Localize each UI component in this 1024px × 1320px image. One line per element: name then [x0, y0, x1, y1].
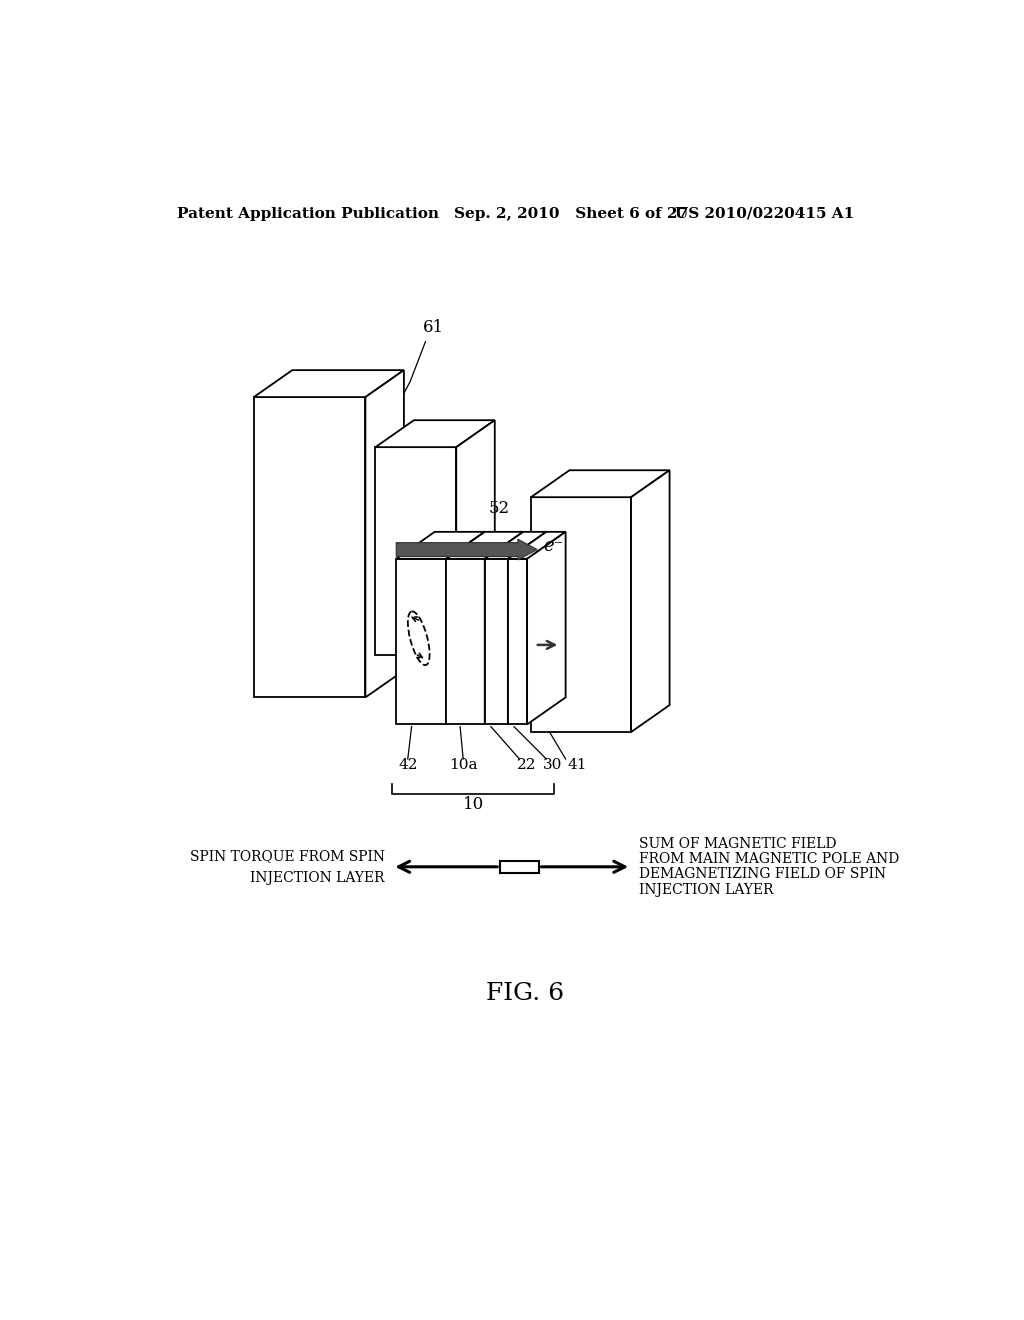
- Bar: [500, 861, 539, 873]
- Text: 30: 30: [543, 758, 562, 772]
- Polygon shape: [446, 532, 484, 725]
- Text: 42: 42: [398, 758, 418, 772]
- Polygon shape: [531, 470, 670, 498]
- Text: 61: 61: [423, 318, 444, 335]
- Text: INJECTION LAYER: INJECTION LAYER: [250, 871, 385, 884]
- Polygon shape: [484, 558, 508, 725]
- Text: DEMAGNETIZING FIELD OF SPIN: DEMAGNETIZING FIELD OF SPIN: [639, 867, 886, 882]
- Polygon shape: [508, 532, 547, 725]
- Polygon shape: [366, 370, 403, 697]
- FancyArrow shape: [396, 539, 538, 560]
- Text: 10: 10: [463, 796, 483, 813]
- Polygon shape: [396, 532, 484, 558]
- Polygon shape: [631, 470, 670, 733]
- Text: FIG. 6: FIG. 6: [485, 982, 564, 1006]
- Polygon shape: [484, 532, 523, 725]
- Polygon shape: [446, 558, 484, 725]
- Polygon shape: [254, 397, 366, 697]
- Text: SUM OF MAGNETIC FIELD: SUM OF MAGNETIC FIELD: [639, 837, 837, 850]
- Polygon shape: [508, 532, 565, 558]
- Polygon shape: [508, 558, 527, 725]
- Text: INJECTION LAYER: INJECTION LAYER: [639, 883, 773, 896]
- Text: e⁻: e⁻: [544, 537, 563, 554]
- Polygon shape: [484, 532, 547, 558]
- Text: 10a: 10a: [449, 758, 477, 772]
- Text: US 2010/0220415 A1: US 2010/0220415 A1: [675, 207, 854, 220]
- Polygon shape: [446, 532, 523, 558]
- Polygon shape: [527, 532, 565, 725]
- Text: FROM MAIN MAGNETIC POLE AND: FROM MAIN MAGNETIC POLE AND: [639, 853, 899, 866]
- Text: Patent Application Publication: Patent Application Publication: [177, 207, 438, 220]
- Text: 41: 41: [567, 758, 587, 772]
- Polygon shape: [376, 447, 457, 655]
- Text: SPIN TORQUE FROM SPIN: SPIN TORQUE FROM SPIN: [189, 849, 385, 863]
- Polygon shape: [376, 420, 495, 447]
- Polygon shape: [396, 558, 446, 725]
- Polygon shape: [254, 370, 403, 397]
- Text: 52: 52: [488, 499, 510, 516]
- Polygon shape: [531, 498, 631, 733]
- Text: 22: 22: [517, 758, 537, 772]
- Polygon shape: [457, 420, 495, 655]
- Text: Sep. 2, 2010   Sheet 6 of 27: Sep. 2, 2010 Sheet 6 of 27: [454, 207, 688, 220]
